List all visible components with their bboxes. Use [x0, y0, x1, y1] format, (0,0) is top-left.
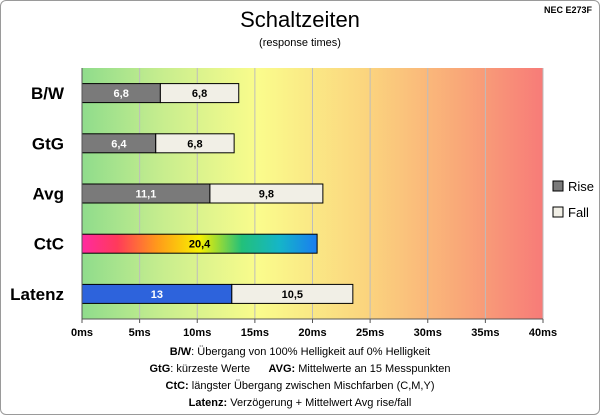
bar-fall-label: 6,8	[192, 88, 207, 100]
x-tick-label: 25ms	[356, 327, 384, 339]
note-gtg-key: GtG	[149, 363, 171, 375]
x-axis-ticks: 0ms 5ms 10ms 15ms 20ms 25ms 30ms 35ms 40ms	[71, 68, 557, 339]
bar-fall-label: 10,5	[282, 289, 303, 301]
category-label: Latenz	[10, 285, 64, 304]
category-labels: B/W GtG Avg CtC Latenz	[10, 84, 65, 304]
note-ctc: CtC: längster Übergang zwischen Mischfar…	[0, 378, 600, 395]
note-latenz: Latenz: Verzögerung + Mittelwert Avg ris…	[0, 395, 600, 412]
legend-fall-swatch	[552, 206, 564, 218]
chart-subtitle: (response times)	[259, 37, 341, 49]
bar-fall-label: 6,8	[187, 138, 202, 150]
x-tick-label: 10ms	[183, 327, 211, 339]
x-tick-label: 35ms	[471, 327, 499, 339]
note-bw-text: : Übergang von 100% Helligkeit auf 0% He…	[191, 346, 431, 358]
chart-title: Schaltzeiten	[240, 7, 360, 32]
x-tick-label: 30ms	[414, 327, 442, 339]
monitor-model: NEC E273F	[544, 5, 593, 15]
category-label: B/W	[31, 84, 65, 103]
legend-rise-label: Rise	[568, 179, 594, 194]
bar-rise-label: 20,4	[189, 239, 211, 251]
note-ctc-text: längster Übergang zwischen Mischfarben (…	[188, 380, 435, 392]
bar-fall	[209, 183, 324, 204]
note-latenz-text: Verzögerung + Mittelwert Avg rise/fall	[227, 397, 412, 409]
x-tick-label: 20ms	[298, 327, 326, 339]
bars: 6,8 6,8 6,4 6,8 11,1 9,8 20,4 13 10,5	[81, 83, 354, 304]
legend-rise-swatch	[552, 180, 564, 192]
legend-fall-label: Fall	[568, 205, 589, 220]
legend-notes: B/W: Übergang von 100% Helligkeit auf 0%…	[0, 344, 600, 412]
x-tick-label: 15ms	[241, 327, 269, 339]
note-ctc-key: CtC:	[165, 380, 189, 392]
category-label: CtC	[34, 235, 64, 254]
note-bw-key: B/W	[169, 346, 192, 358]
category-label: Avg	[33, 185, 65, 204]
bar-fall	[231, 283, 354, 304]
bar-fall	[159, 83, 240, 104]
note-avg-key: AVG:	[268, 363, 296, 375]
x-tick-label: 5ms	[129, 327, 151, 339]
legend: Rise Fall	[552, 179, 594, 220]
note-bw: B/W: Übergang von 100% Helligkeit auf 0%…	[0, 344, 600, 361]
note-avg-text: Mittelwerte an 15 Messpunkten	[295, 363, 451, 375]
bar-fall	[155, 133, 235, 154]
bar-fall-label: 9,8	[259, 189, 274, 201]
note-gtg-text: : kürzeste Werte	[170, 363, 251, 375]
x-tick-label: 0ms	[71, 327, 93, 339]
note-latenz-key: Latenz:	[188, 397, 228, 409]
bar-rise-label: 11,1	[136, 189, 157, 201]
bar-rise-label: 6,4	[111, 138, 127, 150]
note-gtg-avg: GtG: kürzeste Werte AVG: Mittelwerte an …	[0, 361, 600, 378]
category-label: GtG	[32, 134, 64, 153]
x-tick-label: 40ms	[529, 327, 557, 339]
bar-rise-label: 6,8	[114, 88, 129, 100]
bar-rise-label: 13	[151, 289, 163, 301]
